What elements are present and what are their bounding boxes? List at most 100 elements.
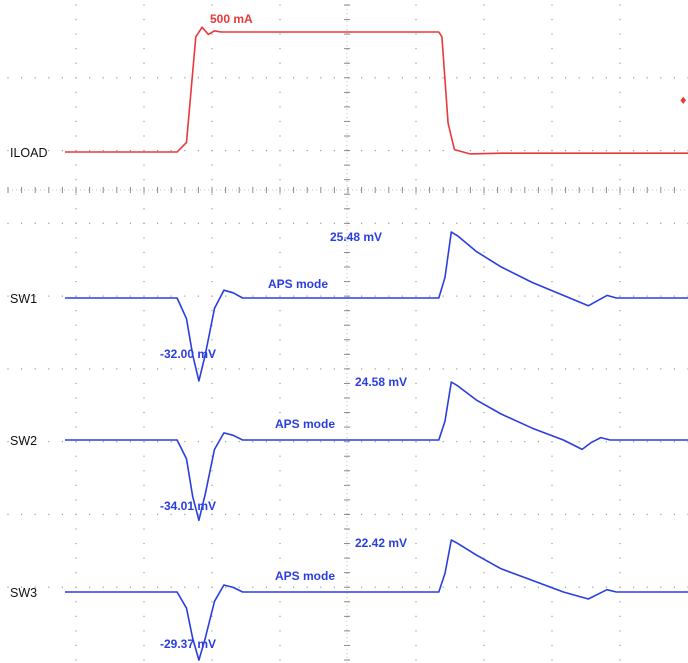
grid-dot	[252, 222, 254, 224]
grid-dot	[619, 484, 621, 486]
grid-dot	[279, 280, 281, 283]
grid-dot	[184, 441, 186, 443]
grid-dot	[75, 586, 77, 588]
grid-dot	[415, 339, 417, 341]
grid-dot	[551, 280, 553, 283]
grid-dot	[551, 513, 553, 516]
grid-dot	[279, 586, 281, 588]
grid-dot	[551, 557, 553, 559]
grid-dot	[415, 310, 417, 312]
grid-dot	[306, 295, 308, 297]
grid-dot	[537, 295, 539, 297]
grid-dot	[497, 295, 499, 297]
grid-dot	[157, 368, 159, 370]
grid-dot	[279, 48, 281, 50]
grid-dot	[551, 382, 553, 385]
grid-dot	[497, 77, 499, 79]
grid-dot	[673, 222, 675, 224]
traces	[65, 26, 688, 661]
grid-dot	[211, 528, 213, 530]
grid-dot	[483, 659, 485, 661]
mode-label: APS mode	[275, 569, 335, 583]
grid-dot	[89, 513, 91, 516]
grid-dot	[89, 441, 91, 443]
grid-dot	[578, 586, 580, 588]
grid-dot	[143, 630, 145, 632]
grid-dot	[605, 222, 607, 224]
grid-dot	[497, 441, 499, 443]
grid-dot	[592, 77, 594, 79]
grid-dot	[361, 513, 363, 516]
grid-dot	[61, 149, 63, 152]
grid-dot	[442, 368, 444, 370]
grid-dot	[619, 353, 621, 355]
grid-dot	[483, 222, 485, 224]
grid-dot	[524, 149, 526, 152]
grid-dot	[551, 441, 553, 443]
grid-dot	[102, 586, 104, 588]
grid-dot	[415, 135, 417, 137]
grid-dot	[415, 33, 417, 35]
grid-dot	[551, 542, 553, 545]
grid-dot	[116, 222, 118, 224]
grid-dot	[415, 499, 417, 501]
grid-dot	[456, 513, 458, 516]
grid-dot	[469, 586, 471, 588]
grid-dot	[157, 441, 159, 443]
grid-dot	[483, 484, 485, 486]
grid-dot	[157, 222, 159, 224]
grid-dot	[483, 397, 485, 399]
grid-dot	[211, 237, 213, 239]
grid-dot	[320, 441, 322, 443]
grid-dot	[551, 251, 553, 254]
grid-dot	[429, 586, 431, 588]
grid-dot	[374, 77, 376, 79]
grid-dot	[469, 77, 471, 79]
grid-dot	[170, 441, 172, 443]
grid-dot	[293, 295, 295, 297]
grid-dot	[551, 339, 553, 341]
grid-dot	[646, 586, 648, 588]
grid-dot	[143, 455, 145, 457]
grid-dot	[279, 499, 281, 501]
grid-dot	[211, 135, 213, 137]
grid-dot	[75, 48, 77, 50]
grid-dot	[646, 368, 648, 370]
grid-dot	[211, 164, 213, 166]
grid-dot	[143, 77, 145, 79]
grid-dot	[143, 106, 145, 108]
grid-dot	[483, 280, 485, 283]
grid-dot	[34, 77, 36, 79]
grid-dot	[415, 426, 417, 428]
grid-dot	[211, 353, 213, 355]
grid-dot	[89, 77, 91, 79]
grid-dot	[551, 237, 553, 239]
grid-dot	[578, 149, 580, 152]
grid-dot	[197, 77, 199, 79]
grid-dot	[197, 149, 199, 152]
grid-dot	[497, 368, 499, 370]
grid-dot	[374, 295, 376, 297]
grid-dot	[21, 295, 23, 297]
grid-dot	[143, 470, 145, 472]
grid-dot	[197, 586, 199, 588]
grid-dot	[211, 499, 213, 501]
grid-dot	[415, 48, 417, 50]
grid-dot	[211, 557, 213, 559]
grid-dot	[279, 441, 281, 443]
grid-dot	[102, 295, 104, 297]
grid-dot	[279, 208, 281, 210]
grid-dot	[265, 149, 267, 152]
grid-dot	[456, 77, 458, 79]
grid-dot	[75, 353, 77, 355]
grid-dot	[279, 324, 281, 326]
peak-negative-label: -32.00 mV	[160, 347, 216, 361]
grid-dot	[279, 193, 281, 195]
grid-dot	[592, 295, 594, 297]
grid-dot	[225, 368, 227, 370]
grid-dot	[75, 630, 77, 632]
grid-dot	[34, 295, 36, 297]
grid-dot	[143, 324, 145, 326]
grid-dot	[306, 149, 308, 152]
grid-dot	[34, 149, 36, 152]
